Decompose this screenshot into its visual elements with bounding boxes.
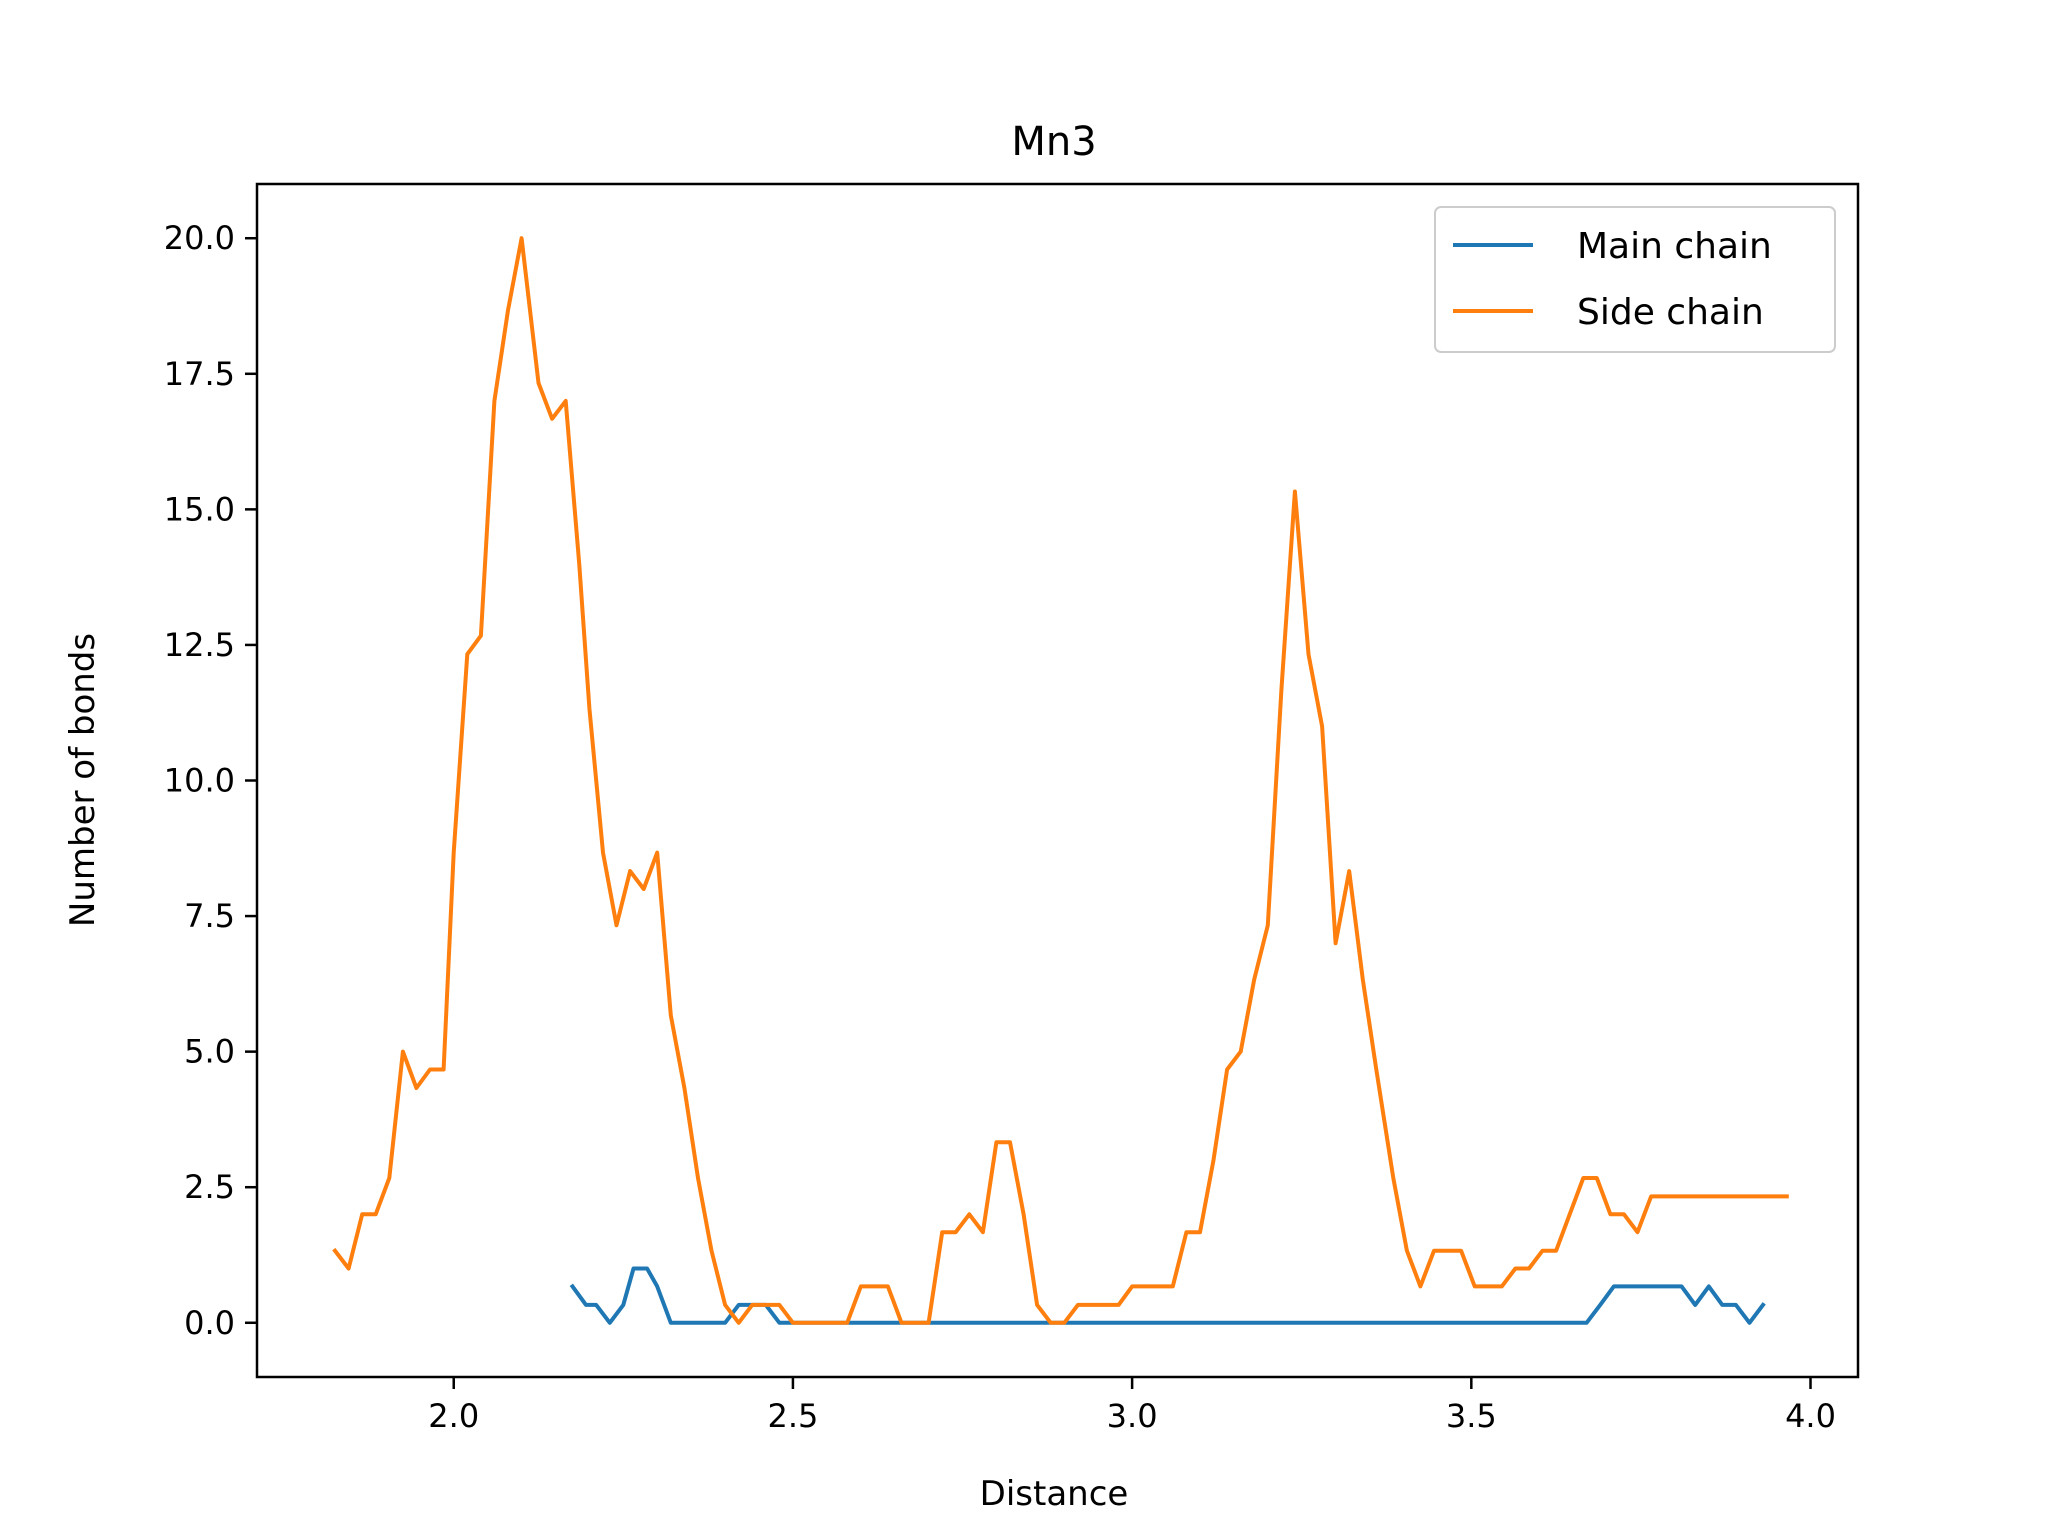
legend: Main chain Side chain [1434, 206, 1836, 353]
x-tick-label: 2.5 [767, 1397, 818, 1435]
x-tick-label: 3.5 [1446, 1397, 1497, 1435]
y-tick-label: 12.5 [164, 626, 235, 664]
y-tick-label: 10.0 [164, 762, 235, 800]
x-tick-label: 2.0 [428, 1397, 479, 1435]
y-tick-label: 15.0 [164, 490, 235, 528]
y-tick-label: 17.5 [164, 355, 235, 393]
legend-entry-label: Main chain [1577, 226, 1772, 267]
x-tick-label: 4.0 [1785, 1397, 1836, 1435]
y-tick-label: 20.0 [164, 219, 235, 257]
series-line-side-chain [332, 236, 1789, 1325]
y-tick-label: 0.0 [184, 1304, 235, 1342]
y-tick-label: 7.5 [184, 897, 235, 935]
legend-entry-label: Side chain [1577, 292, 1764, 333]
plot-area: 2.0 2.5 3.0 3.5 4.0 0.0 2.5 5.0 7.5 10.0 12.5 15.0 1… [164, 182, 1860, 1435]
y-tick-label: 2.5 [184, 1168, 235, 1206]
x-axis-label: Distance [980, 1474, 1129, 1514]
y-axis-label: Number of bonds [63, 633, 103, 927]
series-line-main-chain [569, 1266, 1766, 1325]
legend-box [1434, 206, 1836, 353]
x-tick-label: 3.0 [1107, 1397, 1158, 1435]
y-tick-label: 5.0 [184, 1033, 235, 1071]
chart-title: Mn3 [1011, 119, 1096, 165]
